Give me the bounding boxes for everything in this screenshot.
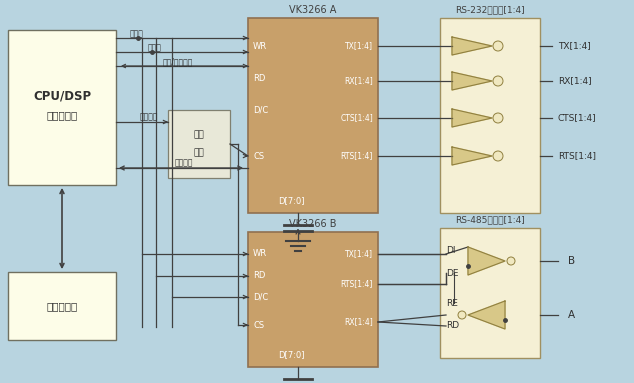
Text: RD: RD bbox=[253, 74, 266, 82]
Bar bbox=[8, 272, 116, 340]
Text: WR: WR bbox=[253, 41, 267, 51]
Text: RS-485收发器[1:4]: RS-485收发器[1:4] bbox=[455, 216, 525, 224]
Bar bbox=[440, 228, 540, 358]
Text: 以太网接口: 以太网接口 bbox=[46, 301, 77, 311]
Text: D[7:0]: D[7:0] bbox=[278, 350, 304, 360]
Text: D/C: D/C bbox=[253, 293, 268, 301]
Bar bbox=[248, 18, 378, 213]
Text: 读信号: 读信号 bbox=[148, 44, 162, 52]
Text: VK3266 A: VK3266 A bbox=[289, 5, 337, 15]
Text: RX[1:4]: RX[1:4] bbox=[344, 77, 373, 85]
Circle shape bbox=[493, 113, 503, 123]
Text: 写信号: 写信号 bbox=[129, 29, 143, 39]
Polygon shape bbox=[452, 37, 492, 55]
Text: TX[1:4]: TX[1:4] bbox=[558, 41, 591, 51]
Polygon shape bbox=[452, 72, 492, 90]
Text: D/C: D/C bbox=[253, 105, 268, 115]
Text: RS-232收发器[1:4]: RS-232收发器[1:4] bbox=[455, 5, 525, 15]
Text: RTS[1:4]: RTS[1:4] bbox=[340, 152, 373, 160]
Text: 地址: 地址 bbox=[193, 131, 204, 139]
Text: CS: CS bbox=[253, 152, 264, 160]
Text: B: B bbox=[568, 256, 575, 266]
Text: TX[1:4]: TX[1:4] bbox=[345, 41, 373, 51]
Text: 片选地址: 片选地址 bbox=[140, 113, 158, 121]
Bar bbox=[8, 30, 116, 185]
Text: DI: DI bbox=[446, 246, 455, 254]
Circle shape bbox=[493, 76, 503, 86]
Text: RD: RD bbox=[446, 321, 459, 331]
Polygon shape bbox=[452, 147, 492, 165]
Text: VK3266 B: VK3266 B bbox=[289, 219, 337, 229]
Circle shape bbox=[458, 311, 466, 319]
Text: RTS[1:4]: RTS[1:4] bbox=[340, 280, 373, 288]
Text: CS: CS bbox=[253, 321, 264, 329]
Polygon shape bbox=[468, 301, 505, 329]
Text: 数据总线: 数据总线 bbox=[175, 159, 193, 167]
Circle shape bbox=[493, 151, 503, 161]
Text: DE: DE bbox=[446, 268, 458, 278]
Text: RTS[1:4]: RTS[1:4] bbox=[558, 152, 596, 160]
Text: RX[1:4]: RX[1:4] bbox=[558, 77, 592, 85]
Polygon shape bbox=[452, 109, 492, 127]
Circle shape bbox=[507, 257, 515, 265]
Circle shape bbox=[493, 41, 503, 51]
Text: CPU/DSP: CPU/DSP bbox=[33, 89, 91, 102]
Text: RD: RD bbox=[253, 272, 266, 280]
Bar bbox=[440, 18, 540, 213]
Text: 数据/控制选择: 数据/控制选择 bbox=[163, 57, 193, 67]
Text: CTS[1:4]: CTS[1:4] bbox=[340, 113, 373, 123]
Text: 译码: 译码 bbox=[193, 149, 204, 157]
Text: D[7:0]: D[7:0] bbox=[278, 196, 304, 206]
Text: RX[1:4]: RX[1:4] bbox=[344, 318, 373, 326]
Text: CTS[1:4]: CTS[1:4] bbox=[558, 113, 597, 123]
Bar bbox=[248, 232, 378, 367]
Bar bbox=[168, 110, 230, 178]
Polygon shape bbox=[468, 247, 505, 275]
Text: RE: RE bbox=[446, 298, 458, 308]
Text: TX[1:4]: TX[1:4] bbox=[345, 249, 373, 259]
Text: WR: WR bbox=[253, 249, 267, 259]
Text: A: A bbox=[568, 310, 575, 320]
Text: 嵌入式系统: 嵌入式系统 bbox=[46, 111, 77, 121]
